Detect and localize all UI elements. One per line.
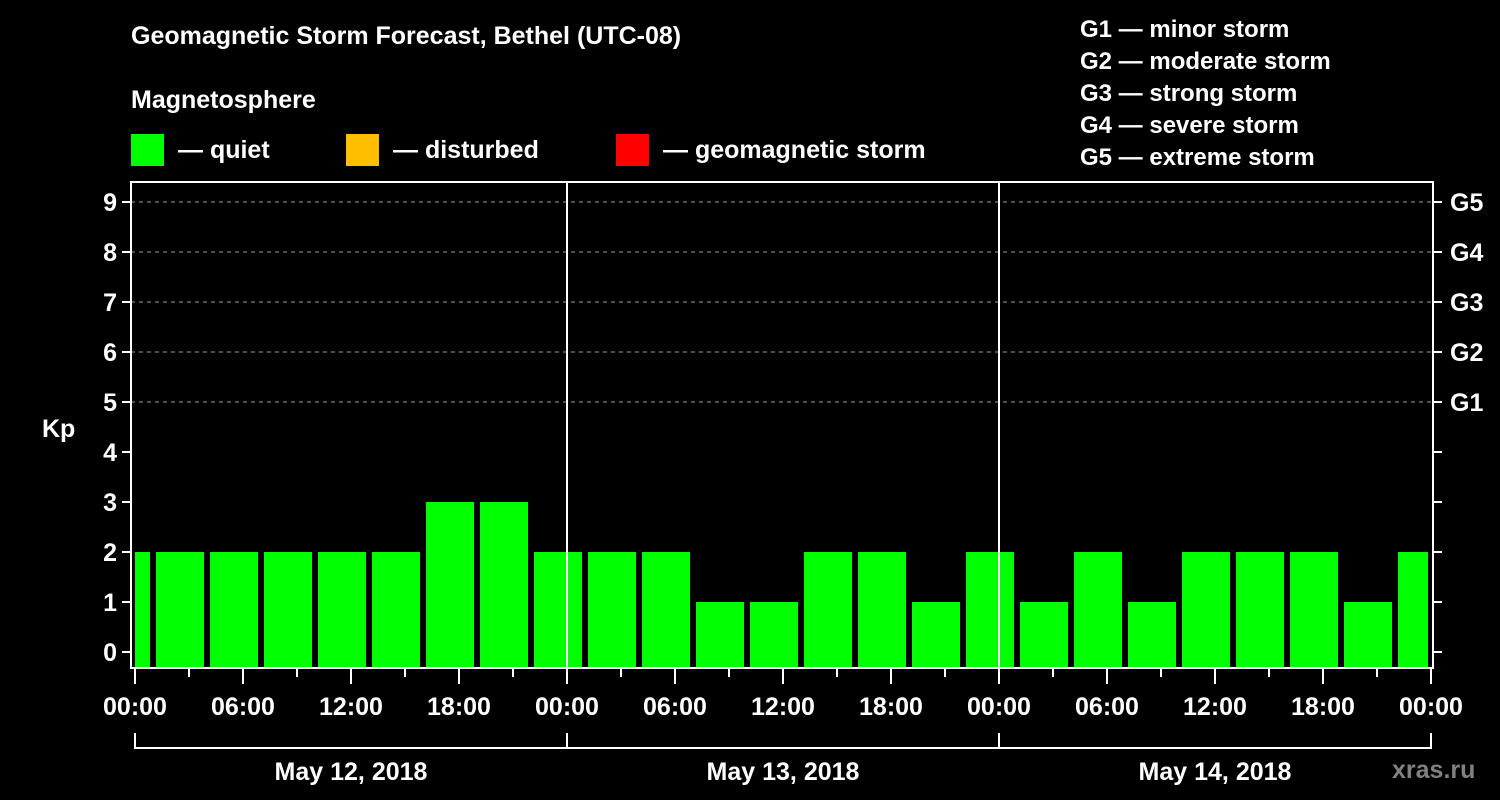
kp-bar bbox=[1074, 552, 1122, 667]
y-tick-label: 3 bbox=[103, 489, 117, 517]
disturbed-swatch bbox=[346, 134, 379, 166]
g1-legend: G1 — minor storm bbox=[1080, 16, 1290, 43]
date-bracket bbox=[998, 733, 1432, 749]
y-tick-label: 8 bbox=[103, 239, 117, 267]
date-label: May 13, 2018 bbox=[707, 758, 860, 786]
date-label: May 14, 2018 bbox=[1139, 758, 1292, 786]
kp-bar bbox=[1236, 552, 1284, 667]
kp-bar bbox=[804, 552, 852, 667]
kp-bar bbox=[588, 552, 636, 667]
x-tick-label: 12:00 bbox=[319, 693, 383, 721]
legend-quiet: — quiet bbox=[131, 134, 270, 166]
g-level-label: G3 bbox=[1450, 289, 1483, 317]
storm-swatch bbox=[616, 134, 649, 166]
y-tick-label: 4 bbox=[103, 439, 117, 467]
kp-bar bbox=[426, 502, 474, 667]
y-tick-label: 1 bbox=[103, 589, 117, 617]
g2-legend: G2 — moderate storm bbox=[1080, 48, 1331, 75]
kp-bar bbox=[156, 552, 204, 667]
kp-bar bbox=[858, 552, 906, 667]
kp-bar bbox=[318, 552, 366, 667]
x-tick-label: 18:00 bbox=[427, 693, 491, 721]
date-bracket bbox=[134, 733, 568, 749]
y-tick-label: 7 bbox=[103, 289, 117, 317]
kp-bar bbox=[696, 602, 744, 667]
legend-storm: — geomagnetic storm bbox=[616, 134, 926, 166]
y-tick-label: 2 bbox=[103, 539, 117, 567]
g-level-label: G2 bbox=[1450, 339, 1483, 367]
kp-bar bbox=[264, 552, 312, 667]
kp-bar bbox=[966, 552, 1014, 667]
kp-bar bbox=[135, 552, 150, 667]
date-bracket bbox=[566, 733, 1000, 749]
kp-bar bbox=[1290, 552, 1338, 667]
kp-bar bbox=[912, 602, 960, 667]
kp-bar bbox=[534, 552, 582, 667]
y-tick-label: 9 bbox=[103, 189, 117, 217]
legend-quiet-label: — quiet bbox=[178, 135, 270, 164]
kp-bar bbox=[372, 552, 420, 667]
x-tick-label: 00:00 bbox=[1399, 693, 1463, 721]
x-tick-label: 06:00 bbox=[211, 693, 275, 721]
quiet-swatch bbox=[131, 134, 164, 166]
g-level-label: G4 bbox=[1450, 239, 1483, 267]
x-tick-label: 06:00 bbox=[643, 693, 707, 721]
kp-bar bbox=[1182, 552, 1230, 667]
g-level-label: G1 bbox=[1450, 389, 1483, 417]
kp-bar bbox=[642, 552, 690, 667]
kp-bar bbox=[1344, 602, 1392, 667]
x-tick-label: 18:00 bbox=[1291, 693, 1355, 721]
x-tick-label: 12:00 bbox=[1183, 693, 1247, 721]
x-tick-label: 06:00 bbox=[1075, 693, 1139, 721]
kp-bar bbox=[1020, 602, 1068, 667]
y-tick-label: 0 bbox=[103, 639, 117, 667]
magnetosphere-label: Magnetosphere bbox=[131, 86, 316, 114]
g-scale-legend: G1 — minor storm G2 — moderate storm G3 … bbox=[1080, 14, 1331, 174]
date-label: May 12, 2018 bbox=[275, 758, 428, 786]
kp-bar bbox=[750, 602, 798, 667]
g5-legend: G5 — extreme storm bbox=[1080, 144, 1315, 171]
legend-disturbed: — disturbed bbox=[346, 134, 539, 166]
g-level-label: G5 bbox=[1450, 189, 1483, 217]
kp-bar bbox=[480, 502, 528, 667]
g3-legend: G3 — strong storm bbox=[1080, 80, 1298, 107]
y-tick-label: 5 bbox=[103, 389, 117, 417]
g4-legend: G4 — severe storm bbox=[1080, 112, 1299, 139]
legend-storm-label: — geomagnetic storm bbox=[663, 135, 926, 164]
x-tick-label: 18:00 bbox=[859, 693, 923, 721]
x-tick-label: 00:00 bbox=[535, 693, 599, 721]
kp-bar bbox=[210, 552, 258, 667]
y-axis-label: Kp bbox=[42, 415, 75, 443]
x-tick-label: 00:00 bbox=[103, 693, 167, 721]
watermark: xras.ru bbox=[1392, 756, 1476, 784]
kp-bar bbox=[1398, 552, 1428, 667]
y-tick-label: 6 bbox=[103, 339, 117, 367]
legend-disturbed-label: — disturbed bbox=[393, 135, 539, 164]
kp-bar bbox=[1128, 602, 1176, 667]
x-tick-label: 00:00 bbox=[967, 693, 1031, 721]
x-tick-label: 12:00 bbox=[751, 693, 815, 721]
chart-title: Geomagnetic Storm Forecast, Bethel (UTC-… bbox=[131, 22, 682, 50]
